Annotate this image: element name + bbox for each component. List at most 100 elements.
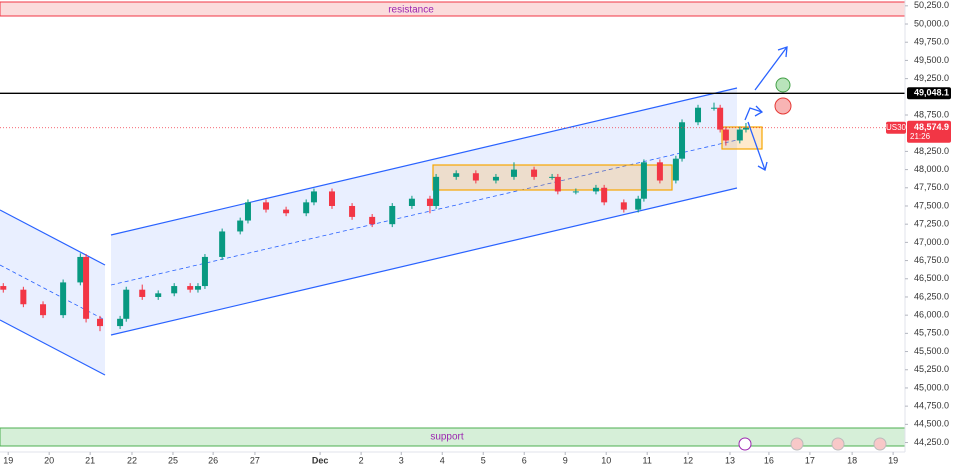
channel-fill [111, 88, 737, 335]
y-tick-label: 50,000.0 [914, 18, 949, 28]
x-tick-label: 2 [359, 455, 364, 465]
candle-body [549, 176, 556, 178]
candle-body [656, 162, 663, 181]
event-icon[interactable] [873, 437, 887, 451]
candle-body [171, 286, 178, 294]
price-label: 48,574.9 [914, 122, 949, 132]
candle-body [492, 176, 499, 181]
y-tick-label: 50,250.0 [914, 0, 949, 10]
channel-line [110, 87, 738, 236]
arrows [744, 46, 788, 171]
candle-body [187, 286, 194, 290]
y-tick-label: 45,000.0 [914, 382, 949, 392]
candle-body [742, 127, 749, 130]
candle-body [722, 129, 729, 141]
candle-body [389, 205, 396, 225]
y-tick-label: 47,250.0 [914, 219, 949, 229]
candle-body [531, 169, 538, 177]
candle-body [349, 205, 356, 217]
support-label: support [430, 432, 464, 443]
candle-body [736, 129, 743, 141]
candle-body [20, 289, 27, 305]
candle-body [369, 216, 376, 225]
channel-line [0, 209, 106, 266]
target-marker [775, 77, 791, 93]
candle-body [433, 176, 440, 206]
candle-body [672, 158, 679, 181]
x-tick-label: 10 [601, 455, 611, 465]
x-tick-label: 26 [208, 455, 218, 465]
x-tick-label: 3 [399, 455, 404, 465]
x-tick-label: 11 [643, 455, 652, 465]
candle-body [717, 107, 724, 130]
y-tick-label: 49,250.0 [914, 73, 949, 83]
y-tick-label: 48,250.0 [914, 146, 949, 156]
candle-body [328, 191, 335, 206]
y-tick-label: 45,750.0 [914, 328, 949, 338]
candle-body [155, 293, 162, 297]
arrow [744, 107, 763, 121]
y-tick-label: 46,250.0 [914, 291, 949, 301]
candle-body [510, 169, 517, 177]
y-tick-label: 46,750.0 [914, 255, 949, 265]
candle-body [97, 318, 104, 327]
countdown: 21:26 [910, 132, 931, 141]
y-tick-label: 47,000.0 [914, 237, 949, 247]
arrow-head [777, 46, 788, 58]
candle-body [263, 202, 270, 210]
channel-line [110, 187, 738, 336]
y-tick-label: 47,500.0 [914, 200, 949, 210]
candle-body [572, 191, 579, 193]
x-tick-label: 17 [805, 455, 815, 465]
y-tick-label: 46,000.0 [914, 310, 949, 320]
x-tick-label: 18 [847, 455, 857, 465]
y-tick-label: 49,750.0 [914, 37, 949, 47]
event-icon[interactable] [738, 437, 752, 451]
candle-body [123, 289, 130, 319]
x-tick-label: 19 [3, 455, 13, 465]
candle-body [426, 198, 433, 206]
y-tick-label: 44,750.0 [914, 401, 949, 411]
x-tick-label: 21 [85, 455, 95, 465]
x-tick-label: 22 [127, 455, 137, 465]
candle-body [77, 256, 84, 283]
y-tick-label: 46,500.0 [914, 273, 949, 283]
x-tick-label: 4 [440, 455, 445, 465]
candle-body [472, 173, 479, 181]
candle-body [679, 122, 686, 159]
arrow-head [757, 161, 768, 171]
labels: 44,250.0 44,500.0 44,750.0 45,000.0 45,250.0… [3, 0, 951, 465]
arrow [747, 121, 766, 171]
candle-body [635, 198, 642, 210]
x-tick-label: 16 [764, 455, 774, 465]
candle-body [453, 173, 460, 177]
arrow-head [754, 105, 764, 117]
candle-body [283, 209, 290, 214]
level-label-box [907, 87, 951, 100]
y-tick-label: 44,250.0 [914, 437, 949, 447]
stop-marker [774, 97, 792, 115]
candle-body [601, 187, 608, 203]
x-tick-label: 20 [44, 455, 54, 465]
candle-body [592, 187, 599, 192]
candle-body [695, 107, 702, 123]
candle-body [201, 256, 208, 287]
channel-line [0, 319, 106, 376]
price-label-box [907, 120, 951, 143]
plot [0, 92, 905, 332]
candle-body [408, 198, 415, 206]
y-tick-label: 47,750.0 [914, 182, 949, 192]
event-icon[interactable] [831, 437, 845, 451]
y-tick-label: 48,000.0 [914, 164, 949, 174]
x-tick-label: 13 [725, 455, 735, 465]
x-tick-label: 6 [522, 455, 527, 465]
event-icon[interactable] [790, 437, 804, 451]
candle-body [310, 191, 317, 203]
level-label: 49,048.1 [914, 88, 949, 98]
candle-body [640, 162, 647, 199]
candle-body [83, 256, 90, 319]
y-tick-label: 49,500.0 [914, 55, 949, 65]
candle-body [237, 220, 244, 232]
x-tick-label: 5 [481, 455, 486, 465]
